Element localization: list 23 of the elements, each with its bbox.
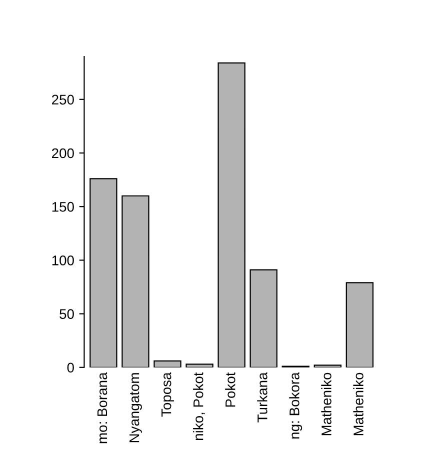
bar [122, 195, 150, 368]
bar [154, 360, 182, 368]
y-tick-label: 0 [67, 362, 74, 373]
x-tick-label: Turkana [257, 372, 268, 422]
y-tick-label: 200 [52, 148, 74, 158]
x-tick-label: Nyangatom [129, 373, 142, 442]
y-tick-label: 150 [52, 202, 74, 212]
bar [250, 269, 278, 368]
bar [346, 282, 374, 368]
y-tick-label: 250 [52, 94, 74, 105]
y-tick-label: 50 [60, 309, 74, 319]
x-tick-label: Matheniko [353, 372, 364, 436]
x-tick-label: mo: Borana [97, 372, 108, 444]
bar [314, 364, 342, 368]
bar [186, 364, 214, 368]
x-tick-label: ng: Bokora [289, 372, 302, 438]
x-tick-label: Pokot [225, 372, 236, 407]
x-tick-label: Toposa [162, 372, 174, 417]
bar [218, 62, 246, 368]
bar [90, 178, 118, 368]
x-tick-label: niko, Pokot [193, 372, 205, 440]
x-tick-label: Matheniko [321, 372, 332, 436]
y-tick-label: 100 [52, 256, 74, 266]
